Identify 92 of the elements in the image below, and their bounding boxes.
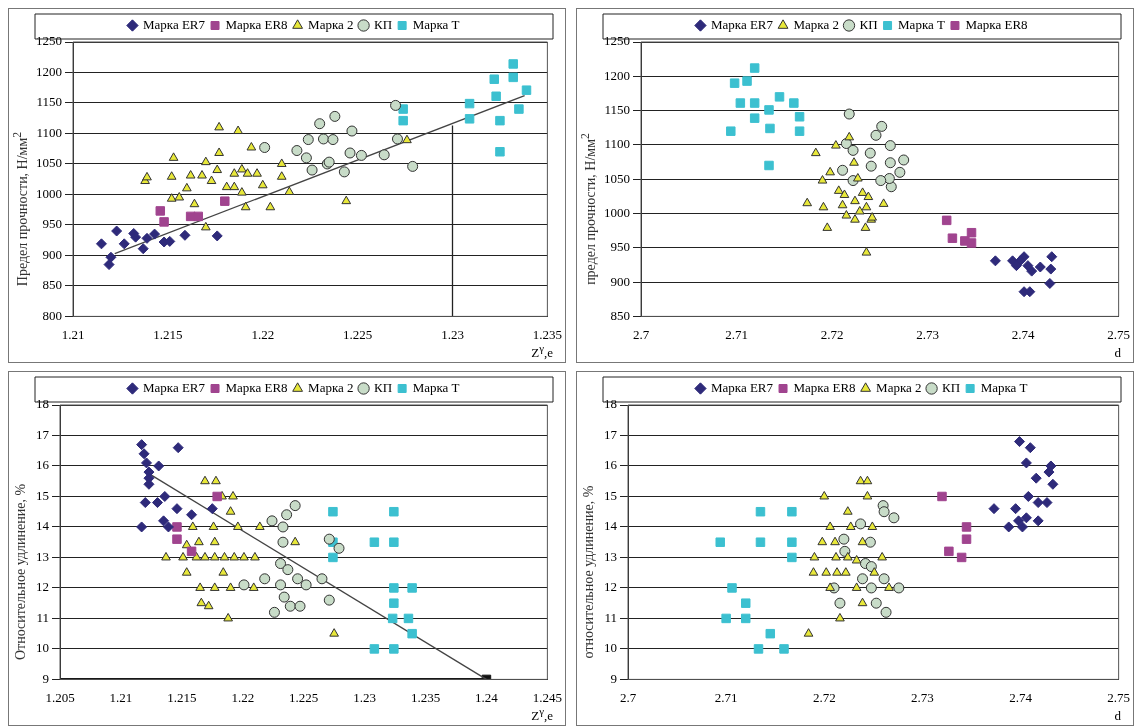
x-tick-label: 1.22 <box>251 326 275 342</box>
y-tick-label: 12 <box>604 579 617 595</box>
x-tick-label: 2.73 <box>911 689 934 705</box>
x-tick-label: 1.24 <box>475 689 499 705</box>
y-tick-label: 14 <box>36 518 50 534</box>
y-tick-label: 950 <box>610 239 630 255</box>
x-tick-label: 1.22 <box>231 689 255 705</box>
legend-label: Марка Т <box>898 16 946 32</box>
x-tick-label: 2.74 <box>1011 326 1035 342</box>
y-tick-label: 1050 <box>36 155 62 171</box>
y-tick-label: 1100 <box>36 124 62 140</box>
y-tick-label: 1200 <box>36 63 62 79</box>
x-tick-label: 1.21 <box>61 326 85 342</box>
y-tick-label: 1050 <box>604 170 630 186</box>
legend-label: Марка 2 <box>308 16 354 32</box>
y-axis-title: относительное удлинение, % <box>581 485 597 659</box>
x-tick-label: 2.74 <box>1009 689 1033 705</box>
x-axis-title: Z$^{γ}$,e <box>531 341 553 361</box>
x-tick-label: 2.75 <box>1107 689 1130 705</box>
y-tick-label: 850 <box>42 277 62 293</box>
x-axis-title: Z$^{γ}$,e <box>531 704 553 724</box>
legend-label: Марка Т <box>412 16 460 32</box>
y-tick-label: 16 <box>604 457 618 473</box>
legend-label: КП <box>374 379 393 395</box>
y-tick-label: 1150 <box>36 94 62 110</box>
y-tick-label: 10 <box>36 640 49 656</box>
y-tick-label: 12 <box>36 579 49 595</box>
x-tick-label: 1.235 <box>410 689 441 705</box>
legend-label: Марка ER7 <box>710 379 774 395</box>
y-tick-label: 11 <box>36 609 49 625</box>
legend-label: Марка 2 <box>793 16 839 32</box>
y-tick-label: 16 <box>36 457 50 473</box>
legend-label: Марка ER8 <box>965 16 1028 32</box>
x-tick-label: 2.72 <box>820 326 844 342</box>
x-tick-label: 2.72 <box>812 689 836 705</box>
y-tick-label: 1000 <box>36 185 62 201</box>
x-tick-label: 1.245 <box>532 689 562 705</box>
y-tick-label: 17 <box>604 426 618 442</box>
x-tick-label: 1.225 <box>289 689 319 705</box>
y-tick-label: 800 <box>42 307 62 323</box>
y-tick-label: 9 <box>610 670 617 686</box>
x-tick-label: 2.71 <box>714 689 738 705</box>
y-tick-label: 11 <box>604 609 617 625</box>
y-tick-label: 18 <box>36 396 49 412</box>
y-tick-label: 10 <box>604 640 617 656</box>
x-tick-label: 2.75 <box>1107 326 1130 342</box>
y-tick-label: 1100 <box>604 136 630 152</box>
legend-label: Марка ER8 <box>225 16 288 32</box>
y-tick-label: 900 <box>42 246 62 262</box>
legend-label: КП <box>859 16 878 32</box>
y-tick-label: 14 <box>604 518 618 534</box>
legend-label: Марка Т <box>980 379 1028 395</box>
x-tick-label: 1.21 <box>109 689 133 705</box>
y-axis-title: Относительное удлинение, % <box>13 483 29 661</box>
x-tick-label: 1.225 <box>343 326 373 342</box>
x-tick-label: 2.7 <box>632 326 650 342</box>
legend-label: Марка ER7 <box>142 379 206 395</box>
y-tick-label: 9 <box>42 670 49 686</box>
y-tick-label: 1250 <box>604 33 630 49</box>
x-tick-label: 2.7 <box>619 689 637 705</box>
x-tick-label: 1.215 <box>153 326 183 342</box>
legend-label: Марка ER8 <box>793 379 856 395</box>
x-tick-label: 1.235 <box>532 326 562 342</box>
legend-label: КП <box>374 16 393 32</box>
x-axis-title: d <box>1114 708 1121 724</box>
y-tick-label: 15 <box>36 487 49 503</box>
y-tick-label: 850 <box>610 307 630 323</box>
x-tick-label: 1.205 <box>45 689 75 705</box>
y-tick-label: 13 <box>604 548 617 564</box>
legend-label: Марка 2 <box>308 379 354 395</box>
x-tick-label: 1.23 <box>441 326 464 342</box>
x-tick-label: 1.23 <box>353 689 376 705</box>
x-tick-label: 1.215 <box>167 689 197 705</box>
y-tick-label: 15 <box>604 487 617 503</box>
y-tick-label: 17 <box>36 426 50 442</box>
x-tick-label: 2.73 <box>916 326 939 342</box>
legend-label: Марка 2 <box>876 379 922 395</box>
y-tick-label: 1250 <box>36 33 62 49</box>
y-tick-label: 1150 <box>604 102 630 118</box>
legend-label: КП <box>942 379 961 395</box>
legend-label: Марка ER7 <box>142 16 206 32</box>
y-tick-label: 13 <box>36 548 49 564</box>
legend-label: Марка ER7 <box>710 16 774 32</box>
y-tick-label: 900 <box>610 273 630 289</box>
x-axis-title: d <box>1114 345 1121 361</box>
y-tick-label: 1000 <box>604 204 630 220</box>
y-tick-label: 950 <box>42 216 62 232</box>
x-tick-label: 2.71 <box>725 326 748 342</box>
y-tick-label: 1200 <box>604 67 630 83</box>
legend-label: Марка Т <box>412 379 460 395</box>
legend-label: Марка ER8 <box>225 379 288 395</box>
y-tick-label: 18 <box>604 396 617 412</box>
